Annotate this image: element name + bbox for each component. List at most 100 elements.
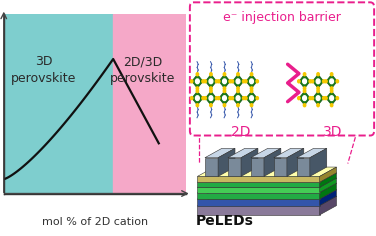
Circle shape [237,73,239,76]
Polygon shape [274,158,287,176]
Circle shape [191,80,193,83]
Circle shape [210,87,212,90]
Polygon shape [228,148,258,158]
Circle shape [303,104,306,107]
Circle shape [229,80,231,83]
Polygon shape [228,158,241,176]
Circle shape [256,80,258,83]
Circle shape [196,96,199,101]
Polygon shape [251,148,281,158]
Circle shape [317,104,319,107]
Polygon shape [219,91,230,105]
Polygon shape [219,74,230,88]
Circle shape [243,97,245,100]
Circle shape [325,97,327,100]
Polygon shape [197,206,320,215]
Circle shape [223,96,226,101]
Circle shape [298,97,300,100]
Polygon shape [197,190,337,199]
Circle shape [250,73,253,76]
Text: PeLEDs: PeLEDs [196,214,253,228]
Circle shape [250,96,253,101]
Circle shape [210,89,212,93]
Circle shape [215,80,218,83]
Polygon shape [312,74,324,88]
Polygon shape [251,158,264,176]
Circle shape [229,97,231,100]
Circle shape [317,87,319,90]
Circle shape [196,104,199,107]
Circle shape [245,80,247,83]
Circle shape [309,80,311,83]
Polygon shape [197,187,320,193]
Polygon shape [287,148,304,176]
Circle shape [330,79,334,84]
Circle shape [196,89,199,93]
Circle shape [223,104,226,107]
Circle shape [231,97,233,100]
Polygon shape [320,167,337,182]
Circle shape [245,97,247,100]
Polygon shape [197,196,337,206]
Text: 2D/3D
perovskite: 2D/3D perovskite [110,55,175,85]
Polygon shape [312,91,324,105]
Circle shape [215,97,218,100]
Text: e⁻ injection barrier: e⁻ injection barrier [223,11,341,24]
Circle shape [209,79,213,84]
Circle shape [323,97,325,100]
Circle shape [223,89,226,93]
FancyBboxPatch shape [190,2,374,135]
Circle shape [336,80,338,83]
Circle shape [223,73,226,76]
Polygon shape [205,148,235,158]
Circle shape [309,97,311,100]
Polygon shape [310,148,327,176]
Circle shape [204,97,206,100]
Circle shape [196,79,199,84]
Text: mol % of 2D cation: mol % of 2D cation [42,217,148,227]
Circle shape [331,87,333,90]
Polygon shape [197,167,337,176]
Circle shape [303,73,306,76]
Polygon shape [299,91,310,105]
Circle shape [336,97,338,100]
Circle shape [223,79,226,84]
Polygon shape [197,178,337,187]
Circle shape [331,73,333,76]
Polygon shape [320,183,337,199]
Circle shape [303,87,306,90]
Circle shape [250,87,253,90]
Circle shape [204,80,206,83]
Polygon shape [205,158,218,176]
Polygon shape [192,74,203,88]
Polygon shape [197,173,337,182]
Circle shape [317,73,319,76]
Circle shape [250,89,253,93]
Circle shape [250,79,253,84]
Circle shape [323,80,325,83]
Polygon shape [197,193,320,199]
Circle shape [218,80,220,83]
Circle shape [237,104,239,107]
Polygon shape [232,91,244,105]
Circle shape [311,97,314,100]
Polygon shape [205,74,217,88]
Polygon shape [197,176,320,182]
Circle shape [303,79,306,84]
Circle shape [196,87,199,90]
Circle shape [316,79,320,84]
Polygon shape [320,178,337,193]
Circle shape [218,97,220,100]
Circle shape [237,89,239,93]
Polygon shape [320,196,337,215]
Text: 3D: 3D [323,125,343,139]
Circle shape [223,87,226,90]
Circle shape [325,80,327,83]
Polygon shape [205,91,217,105]
Circle shape [331,104,333,107]
Polygon shape [297,158,310,176]
Circle shape [311,80,314,83]
Polygon shape [320,173,337,187]
Circle shape [331,89,333,93]
Circle shape [210,104,212,107]
